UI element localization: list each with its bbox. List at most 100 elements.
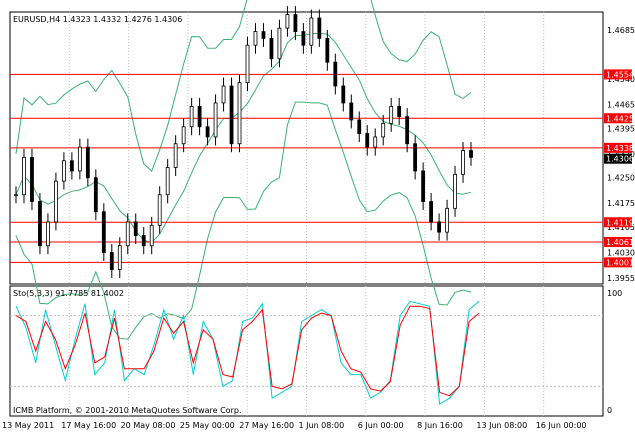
stoch-main-line: [15, 300, 480, 405]
candle-body: [189, 105, 194, 128]
candle-body: [357, 119, 362, 134]
candle-body: [445, 207, 449, 233]
candle-body: [421, 170, 426, 202]
level-lines[interactable]: [10, 73, 603, 263]
bollinger-bands: [15, 0, 472, 340]
candle-body: [173, 143, 178, 168]
candle-body: [429, 201, 434, 223]
candle-body: [205, 126, 210, 138]
level-tag-label: 1.4119: [606, 218, 634, 227]
candle-body: [85, 146, 90, 179]
symbol-info: EURUSD,H4 1.4323 1.4332 1.4276 1.4306: [13, 15, 182, 24]
candle-body: [237, 82, 242, 145]
level-tag-bg: [604, 257, 632, 268]
candle-body: [245, 44, 250, 83]
price-tick-label: 1.4105: [607, 223, 635, 232]
candle-body: [301, 31, 306, 46]
stochastic-lines: [10, 300, 603, 405]
candle-body: [253, 31, 258, 46]
candle-body: [437, 221, 441, 233]
candle-body: [333, 61, 338, 87]
candle-body: [61, 160, 66, 182]
candle-body: [141, 235, 146, 247]
candle-body: [93, 177, 98, 213]
candle-body: [389, 105, 394, 124]
candle-body: [269, 37, 274, 60]
current-price-label: 1.4306: [606, 155, 634, 164]
candle-body: [341, 85, 346, 104]
time-label: 27 May 16:00: [239, 421, 294, 430]
price-tick-label: 1.3955: [607, 274, 635, 283]
candle-body: [46, 221, 50, 247]
price-tick-label: 1.4685: [607, 26, 635, 35]
indicator-tick-0: 0: [607, 406, 612, 415]
price-tick-label: 1.4465: [607, 101, 635, 110]
candle-body: [413, 143, 418, 172]
candle-body: [197, 105, 202, 128]
candle-body: [213, 102, 218, 138]
price-tick-label: 1.4250: [607, 174, 635, 183]
candle-body: [373, 136, 378, 148]
candle-body: [181, 126, 186, 145]
time-label: 1 Jun 08:00: [299, 421, 345, 430]
candle-body: [38, 201, 42, 247]
price-tick-label: 1.4175: [607, 199, 635, 208]
candle-body: [30, 156, 34, 202]
price-tick-label: 1.4030: [607, 249, 635, 258]
candle-body: [349, 102, 354, 121]
time-label: 25 May 00:00: [180, 421, 235, 430]
time-label: 20 May 08:00: [121, 421, 176, 430]
copyright-text: ICMB Platform, © 2001-2010 MetaQuotes So…: [13, 406, 242, 415]
candle-body: [69, 160, 74, 172]
level-tag-label: 1.4338: [606, 144, 634, 153]
band-mid: [15, 33, 472, 243]
candle-body: [133, 221, 138, 236]
time-label: 17 May 16:00: [61, 421, 116, 430]
candle-body: [261, 31, 266, 39]
time-label: 16 Jun 00:00: [536, 421, 587, 430]
level-tag-bg: [604, 236, 632, 247]
time-label: 13 Jun 08:00: [476, 421, 527, 430]
candle-body: [453, 173, 457, 209]
candle-body: [461, 150, 465, 175]
candle-body: [149, 224, 154, 247]
level-tag-bg: [604, 142, 632, 153]
candle-body: [293, 14, 298, 32]
candle-body: [125, 221, 130, 247]
indicator-label: Sto(5,3,3) 91.7785 81.4002: [13, 289, 124, 298]
level-tag-bg: [604, 69, 632, 80]
candle-body: [229, 85, 234, 145]
stoch-signal-line: [15, 305, 480, 397]
candle-body: [285, 14, 290, 29]
price-tick-label: 1.4540: [607, 75, 635, 84]
time-label: 6 Jun 00:00: [358, 421, 404, 430]
candle-body: [469, 150, 473, 158]
current-price-tag: [604, 153, 632, 164]
candle-body: [221, 85, 226, 104]
time-axis: 13 May 2011 17 May 16:00 20 May 08:00 25 Ma…: [2, 421, 587, 430]
candle-body: [109, 252, 114, 270]
indicator-tick-100: 100: [607, 289, 622, 298]
candle-body: [325, 37, 330, 63]
candle-body: [405, 116, 410, 145]
band-upper: [15, 0, 472, 172]
candle-body: [365, 133, 370, 148]
band-lower: [15, 101, 472, 340]
price-tick-label: 1.4395: [607, 124, 635, 133]
level-tag-bg: [604, 113, 632, 124]
level-tag-label: 1.4554: [606, 70, 634, 79]
time-label: 13 May 2011: [2, 421, 54, 430]
candle-body: [117, 245, 122, 270]
level-tag-bg: [604, 217, 632, 228]
level-tag-label: 1.4425: [606, 114, 634, 123]
level-tag-label: 1.4001: [606, 258, 634, 267]
candle-body: [309, 17, 314, 46]
level-tag-label: 1.4061: [606, 238, 634, 247]
indicator-panel[interactable]: [9, 285, 604, 417]
candle-body: [77, 146, 82, 172]
candle-body: [381, 122, 386, 138]
candlesticks: [14, 6, 473, 278]
level-price-tags: 1.4554 1.4425 1.4338 1.4119 1.4061 1.4001 1.43…: [604, 69, 634, 268]
